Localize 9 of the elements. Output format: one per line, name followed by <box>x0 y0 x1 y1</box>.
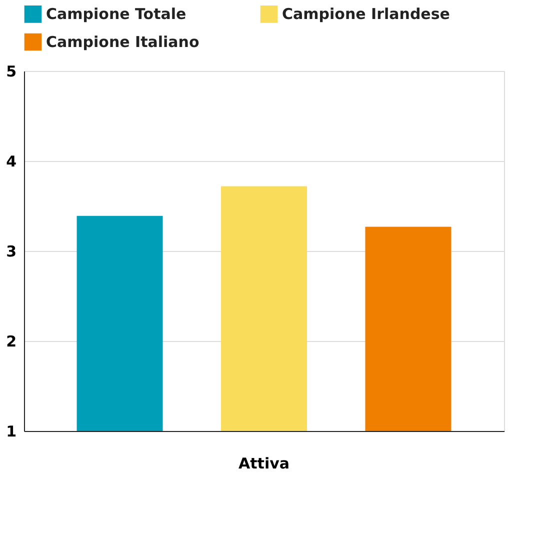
y-tick-label: 4 <box>6 152 16 170</box>
legend-label: Campione Irlandese <box>282 5 450 24</box>
y-tick-label: 3 <box>6 242 16 260</box>
y-tick-label: 5 <box>6 62 16 80</box>
x-tick-label: Attiva <box>238 454 290 472</box>
y-tick-label: 1 <box>6 422 16 440</box>
legend-label: Campione Italiano <box>46 33 200 51</box>
y-tick-label: 2 <box>6 332 16 350</box>
legend-label: Campione Totale <box>46 5 186 24</box>
